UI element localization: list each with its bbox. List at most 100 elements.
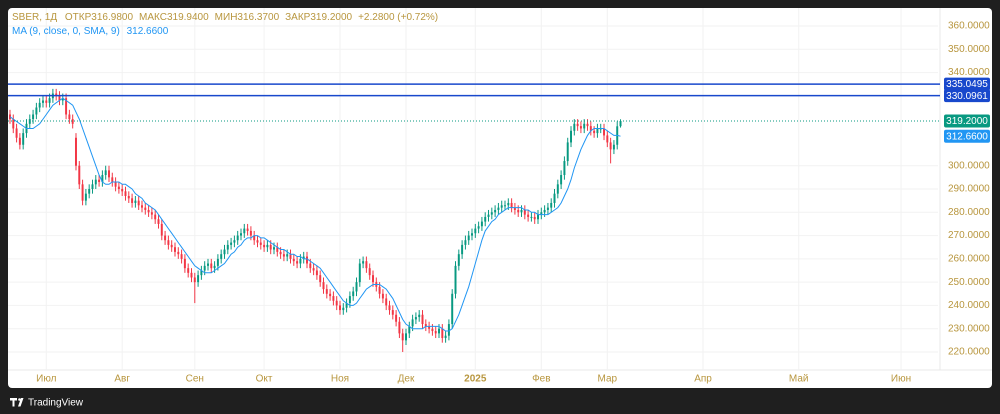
- x-tick-label: Фев: [532, 374, 550, 385]
- candle-body: [441, 328, 444, 339]
- candle-body: [405, 333, 407, 341]
- candle-body: [467, 235, 470, 241]
- candle-body: [302, 256, 305, 259]
- candle-body: [352, 291, 355, 297]
- legend-label: ОТКР: [65, 12, 92, 23]
- candle-body: [540, 212, 543, 215]
- candle-body: [368, 268, 371, 276]
- chart-panel: [8, 8, 992, 388]
- candle-body: [210, 263, 213, 269]
- change: +2.2800 (+0.72%): [358, 12, 438, 23]
- x-tick-label: Ноя: [331, 374, 349, 385]
- legend-label: ЗАКР: [285, 12, 311, 23]
- candle-body: [216, 258, 219, 266]
- candle-body: [471, 233, 473, 236]
- x-tick-label: Июл: [36, 374, 56, 385]
- candle-body: [15, 128, 18, 138]
- candle-body: [550, 202, 553, 208]
- candle-body: [45, 100, 48, 103]
- candle-body: [249, 230, 252, 236]
- candle-body: [266, 244, 269, 248]
- candle-body: [484, 216, 487, 222]
- candle-body: [451, 293, 454, 325]
- candle-body: [401, 333, 404, 341]
- legend-value: 316.9800: [91, 12, 133, 23]
- candle-body: [487, 214, 490, 217]
- candle-body: [134, 200, 137, 203]
- candle-body: [124, 191, 127, 196]
- x-tick-label: Июн: [891, 374, 911, 385]
- candle-body: [348, 296, 351, 304]
- candle-body: [233, 240, 236, 243]
- candle-body: [154, 214, 157, 220]
- candle-body: [213, 265, 216, 269]
- candle-body: [606, 135, 609, 143]
- legend-label: МАКС: [139, 12, 167, 23]
- ma-value: 312.6600: [127, 26, 169, 37]
- candle-body: [190, 272, 193, 278]
- candle-body: [322, 282, 325, 290]
- candle-body: [273, 247, 275, 250]
- candle-body: [12, 119, 15, 129]
- candle-body: [447, 324, 450, 336]
- y-tick-label: 350.0000: [948, 44, 990, 55]
- ma-label-box: [944, 129, 990, 143]
- candle-body: [563, 161, 566, 176]
- ma-price-label: 312.6600: [946, 131, 988, 142]
- candle-body: [325, 289, 328, 294]
- candle-body: [378, 286, 381, 294]
- candle-body: [240, 233, 242, 236]
- candle-body: [236, 235, 239, 241]
- candle-body: [8, 114, 11, 120]
- price-label-box: [944, 114, 990, 128]
- candle-body: [74, 137, 77, 166]
- candle-body: [619, 121, 622, 127]
- candle-body: [583, 123, 586, 129]
- candle-body: [117, 186, 120, 189]
- symbol: SBER, 1Д: [12, 12, 57, 23]
- candle-body: [157, 219, 160, 224]
- x-tick-label: Дек: [398, 374, 415, 385]
- ma-legend: MA (9, close, 0, SMA, 9) 312.6600: [12, 26, 169, 37]
- y-tick-label: 250.0000: [948, 277, 990, 288]
- candle-body: [335, 300, 338, 306]
- x-tick-label: Авг: [114, 374, 130, 385]
- candle-body: [35, 107, 38, 115]
- candle-body: [434, 331, 437, 334]
- candle-body: [424, 324, 427, 327]
- ohlc: ОТКР316.9800 МАКС319.9400 МИН316.3700 ЗАКР3…: [65, 12, 438, 23]
- candle-body: [32, 114, 35, 120]
- candle-body: [140, 205, 143, 208]
- candle-body: [78, 165, 81, 185]
- candle-body: [438, 328, 440, 334]
- candle-body: [121, 189, 124, 192]
- candle-body: [414, 317, 417, 320]
- candle-body: [299, 258, 302, 264]
- candle-body: [256, 240, 259, 243]
- candle-body: [38, 102, 41, 108]
- candle-body: [461, 244, 464, 255]
- candle-body: [362, 261, 365, 264]
- candle-body: [573, 123, 576, 131]
- candle-body: [342, 307, 345, 311]
- x-tick-label: Апр: [694, 374, 712, 385]
- x-tick-label: Мар: [598, 374, 618, 385]
- y-tick-label: 280.0000: [948, 207, 990, 218]
- candle-body: [246, 228, 249, 231]
- candle-body: [474, 228, 477, 234]
- y-tick-label: 360.0000: [948, 21, 990, 32]
- candle-body: [243, 228, 246, 234]
- y-tick-label: 340.0000: [948, 67, 990, 78]
- candle-body: [276, 247, 279, 252]
- candle-body: [187, 268, 190, 273]
- candle-body: [223, 249, 226, 255]
- candle-body: [603, 128, 606, 136]
- candle-body: [556, 184, 559, 194]
- candle-body: [612, 144, 615, 150]
- candle-body: [137, 200, 140, 206]
- candle-body: [315, 270, 318, 276]
- candle-body: [292, 258, 295, 262]
- candle-body: [226, 244, 229, 250]
